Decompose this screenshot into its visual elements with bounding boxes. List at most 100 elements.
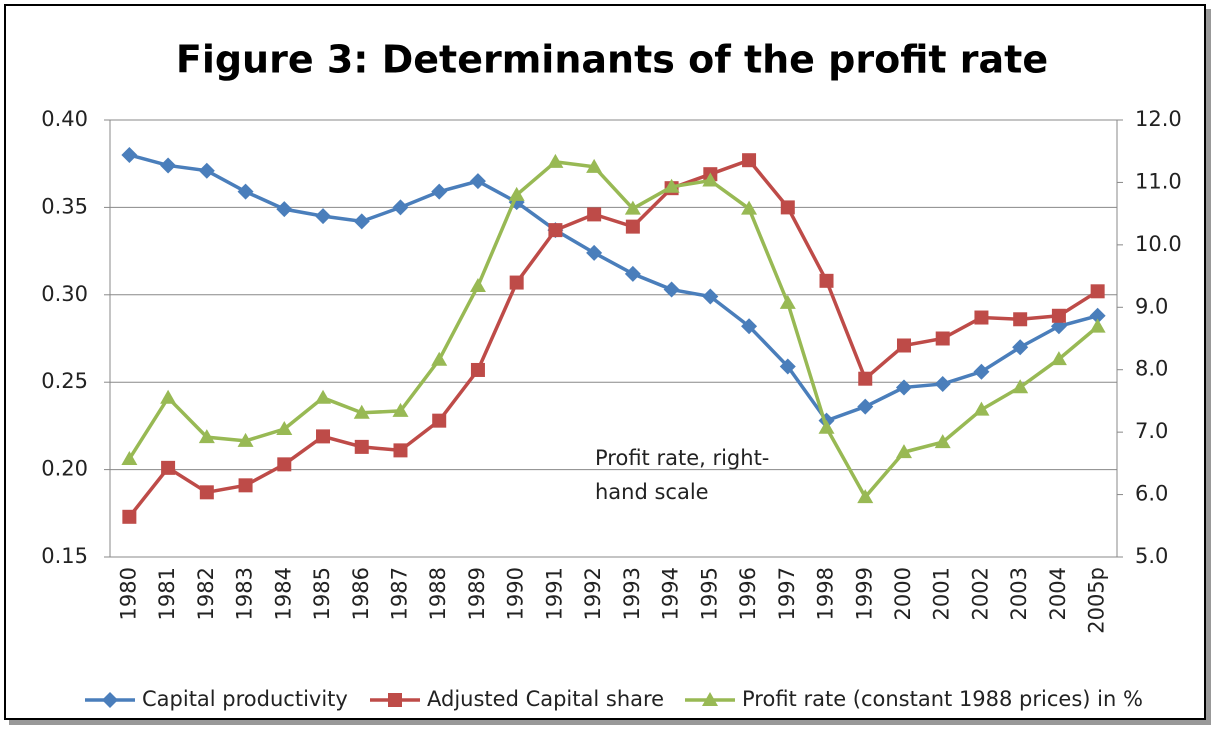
legend-label: Profit rate (constant 1988 prices) in %	[742, 687, 1143, 711]
y-tick-label: 0.15	[41, 544, 88, 568]
marker	[857, 489, 874, 504]
marker	[315, 208, 332, 225]
marker	[161, 460, 176, 475]
marker	[353, 213, 370, 230]
marker	[431, 351, 448, 366]
x-tick-label: 1984	[271, 567, 295, 620]
marker	[742, 153, 757, 168]
y-tick-label: 0.20	[41, 457, 88, 481]
chart-title: Figure 3: Determinants of the profit rat…	[176, 38, 1048, 82]
marker	[934, 434, 951, 449]
x-tick-label: 1980	[116, 567, 140, 620]
legend-marker	[702, 692, 718, 706]
x-tick-label: 1988	[426, 567, 450, 620]
x-tick-label: 2001	[930, 567, 954, 620]
marker	[624, 265, 641, 282]
x-tick-label: 1998	[814, 567, 838, 620]
series-line	[127, 159, 1099, 501]
marker	[741, 200, 758, 215]
x-tick-label: 2003	[1007, 567, 1031, 620]
marker	[315, 389, 332, 404]
marker	[895, 379, 912, 396]
marker	[121, 146, 138, 163]
y2-tick-label: 12.0	[1135, 107, 1182, 131]
x-tick-label: 1987	[387, 567, 411, 620]
x-tick-label: 1985	[310, 567, 334, 620]
marker	[702, 288, 719, 305]
marker	[354, 439, 369, 454]
marker	[1012, 379, 1029, 394]
y2-tick-label: 6.0	[1135, 482, 1168, 506]
marker	[625, 219, 640, 234]
y-tick-label: 0.40	[41, 107, 88, 131]
marker	[858, 371, 873, 386]
marker	[663, 178, 680, 193]
x-tick-label: 1986	[349, 567, 373, 620]
marker	[973, 401, 990, 416]
marker	[663, 281, 680, 298]
marker	[508, 186, 525, 201]
x-tick-label: 1997	[775, 567, 799, 620]
x-tick-label: 2005p	[1085, 567, 1109, 634]
x-tick-label: 1993	[620, 567, 644, 620]
y2-tick-label: 10.0	[1135, 232, 1182, 256]
marker	[819, 273, 834, 288]
marker	[1050, 351, 1067, 366]
y2-tick-label: 8.0	[1135, 357, 1168, 381]
y-tick-label: 0.30	[41, 282, 88, 306]
y2-tick-label: 11.0	[1135, 169, 1182, 193]
x-tick-label: 2004	[1046, 567, 1070, 620]
marker	[857, 398, 874, 415]
x-tick-label: 1994	[659, 567, 683, 620]
y2-tick-label: 9.0	[1135, 294, 1168, 318]
x-tick-label: 1990	[504, 567, 528, 620]
y-tick-label: 0.25	[41, 369, 88, 393]
marker	[974, 310, 989, 325]
y-tick-label: 0.35	[41, 194, 88, 218]
marker	[548, 223, 563, 238]
x-tick-label: 1995	[697, 567, 721, 620]
annotation: hand scale	[595, 480, 709, 504]
marker	[122, 509, 137, 524]
marker	[237, 432, 254, 447]
marker	[895, 444, 912, 459]
legend-marker	[388, 693, 402, 707]
legend-label: Adjusted Capital share	[427, 687, 664, 711]
marker	[779, 358, 796, 375]
marker	[934, 375, 951, 392]
marker	[586, 158, 603, 173]
marker	[702, 172, 719, 187]
marker	[1051, 308, 1066, 323]
x-tick-label: 1982	[194, 567, 218, 620]
marker	[896, 338, 911, 353]
marker	[547, 153, 564, 168]
x-tick-label: 2002	[968, 567, 992, 620]
marker	[1089, 307, 1106, 324]
marker	[160, 389, 177, 404]
marker	[509, 275, 524, 290]
marker	[199, 485, 214, 500]
x-tick-label: 1996	[736, 567, 760, 620]
marker	[1012, 339, 1029, 356]
y2-tick-label: 7.0	[1135, 419, 1168, 443]
marker	[353, 404, 370, 419]
marker	[160, 157, 177, 174]
marker	[1090, 284, 1105, 299]
marker	[198, 162, 215, 179]
marker	[237, 183, 254, 200]
marker	[121, 450, 138, 465]
x-tick-label: 1989	[465, 567, 489, 620]
marker	[780, 200, 795, 215]
marker	[276, 201, 293, 218]
marker	[587, 207, 602, 222]
legend-label: Capital productivity	[142, 687, 348, 711]
legend-marker	[102, 692, 118, 708]
x-tick-label: 1981	[155, 567, 179, 620]
marker	[586, 244, 603, 261]
x-tick-label: 1999	[852, 567, 876, 620]
marker	[470, 362, 485, 377]
x-tick-label: 2000	[891, 567, 915, 620]
y2-tick-label: 5.0	[1135, 544, 1168, 568]
